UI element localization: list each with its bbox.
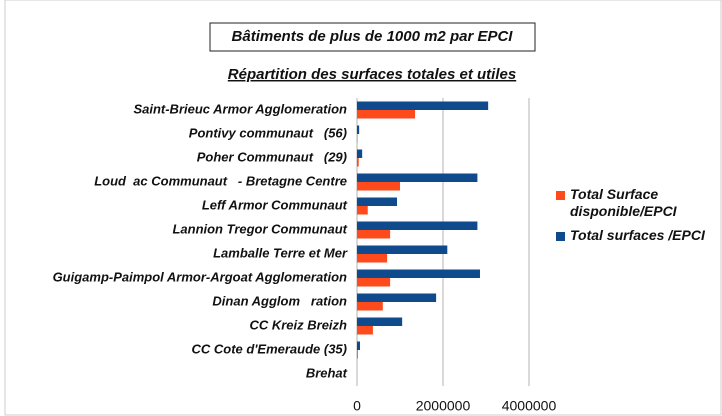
y-tick-label: Lannion Tregor Communaut [172, 221, 347, 236]
bar [357, 149, 363, 158]
y-tick-label: Leff Armor Communaut [202, 197, 348, 212]
bar [357, 110, 416, 119]
bar [357, 197, 397, 206]
legend-label: Total Surface disponible/EPCI [570, 186, 677, 219]
y-tick-label: Dinan Agglom ration [212, 293, 347, 308]
x-tick-label: 4000000 [502, 398, 557, 414]
bar [357, 326, 373, 335]
bar [357, 221, 478, 230]
bar [357, 101, 489, 110]
bar [357, 158, 359, 167]
x-tick-label: 0 [353, 398, 361, 414]
legend-item: Total surfaces /EPCI [556, 227, 722, 244]
bar [357, 317, 403, 326]
y-tick-label: Lamballe Terre et Mer [213, 245, 348, 260]
bar [357, 302, 383, 311]
bar [357, 245, 448, 254]
bar [357, 182, 400, 191]
bar [357, 341, 361, 350]
chart-title: Bâtiments de plus de 1000 m2 par EPCI [232, 28, 514, 45]
chart-subtitle: Répartition des surfaces totales et util… [228, 66, 516, 83]
bar [357, 206, 368, 215]
bar [357, 293, 437, 302]
bar [357, 278, 391, 287]
bar [357, 230, 391, 239]
bar [357, 173, 478, 182]
frame [4, 0, 722, 416]
y-tick-label: Brehat [306, 365, 348, 380]
bar [357, 350, 358, 359]
y-tick-label: CC Cote d'Emeraude (35) [191, 341, 347, 356]
bar [357, 269, 480, 278]
y-tick-label: Loud ac Communaut - Bretagne Centre [94, 173, 347, 188]
bar [357, 254, 388, 263]
legend-swatch [556, 232, 565, 241]
legend-label: Total surfaces /EPCI [570, 227, 705, 243]
x-tick-label: 2000000 [416, 398, 471, 414]
y-tick-label: Poher Communaut (29) [197, 149, 347, 164]
legend-item: Total Surface disponible/EPCI [556, 186, 722, 220]
legend-swatch [556, 191, 565, 200]
y-tick-label: Guigamp-Paimpol Armor-Argoat Agglomerati… [53, 269, 347, 284]
title-box [209, 22, 536, 52]
y-tick-label: CC Kreiz Breizh [249, 317, 347, 332]
y-tick-label: Pontivy communaut (56) [189, 125, 347, 140]
bar [357, 125, 360, 134]
y-tick-label: Saint-Brieuc Armor Agglomeration [133, 101, 347, 116]
